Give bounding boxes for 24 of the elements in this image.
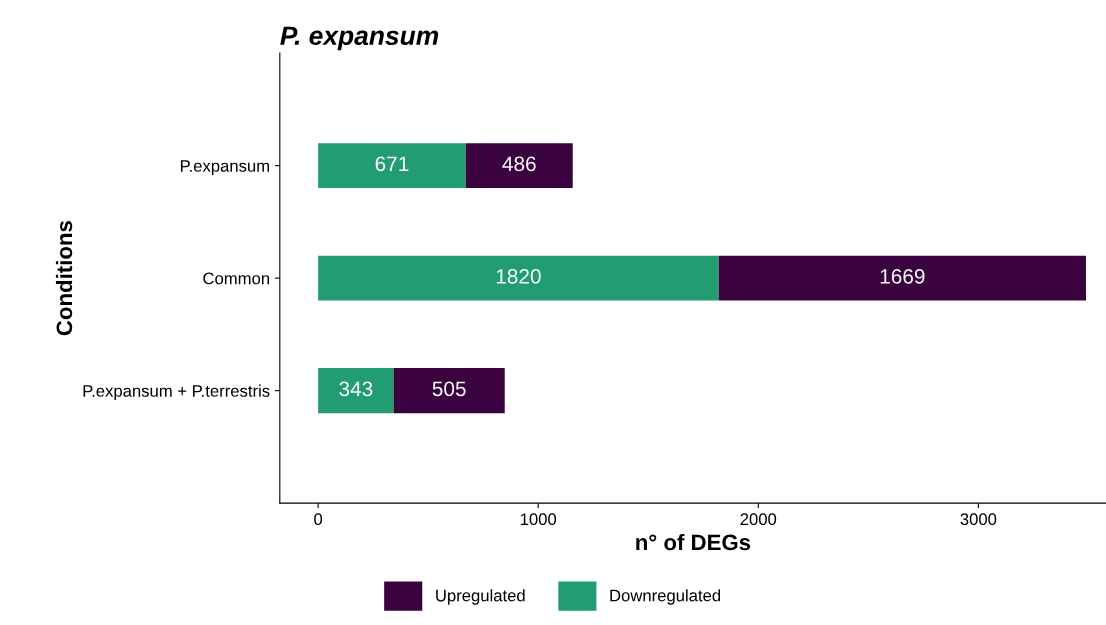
bar	[718, 255, 1086, 301]
x-tick-label: 3000	[960, 513, 997, 526]
x-axis-title: n° of DEGs	[636, 533, 751, 551]
y-tick-label: P.expansum + P.terrestris	[83, 384, 270, 401]
x-tick-label: 1000	[520, 513, 557, 526]
data-label: 671	[375, 156, 409, 172]
data-label: 1820	[496, 268, 541, 284]
y-axis-title: Conditions	[55, 221, 73, 336]
legend-label: Upregulated	[436, 589, 525, 605]
bar	[318, 368, 394, 414]
data-label: 1669	[880, 268, 925, 284]
data-label: 486	[502, 156, 536, 172]
bar	[465, 143, 573, 189]
data-label: 343	[339, 381, 373, 397]
data-label: 505	[432, 381, 466, 397]
y-tick-label: P.expansum	[180, 160, 269, 176]
y-tick-label: Common	[203, 272, 270, 285]
bar	[318, 143, 466, 189]
bar	[393, 368, 505, 414]
chart-title: P. expansum	[280, 26, 439, 51]
legend-label: Downregulated	[610, 589, 721, 605]
bar	[318, 255, 719, 301]
x-tick-label: 2000	[740, 513, 777, 526]
x-tick-label: 0	[314, 513, 323, 526]
